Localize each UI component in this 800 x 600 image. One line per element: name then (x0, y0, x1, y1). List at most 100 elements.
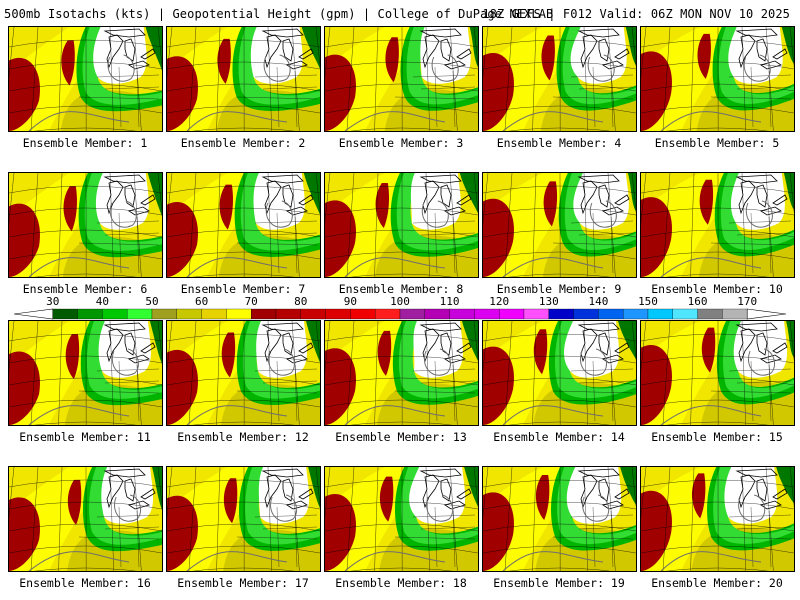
isotach-colorbar: 30 40 50 60 70 80 90 100 110 120 130 140 150 160 170 (14, 296, 786, 320)
colorbar-tick-label: 160 (687, 295, 708, 308)
colorbar-tick-label: 100 (390, 295, 410, 308)
colorbar-swatches (14, 308, 786, 320)
wind-speed-map (641, 27, 794, 131)
ensemble-member-caption: Ensemble Member: 4 (496, 136, 622, 150)
ensemble-member-caption: Ensemble Member: 14 (493, 430, 625, 444)
ensemble-member-caption: Ensemble Member: 1 (22, 136, 148, 150)
colorbar-tick-label: 130 (538, 295, 559, 308)
ensemble-member-caption: Ensemble Member: 13 (335, 430, 467, 444)
colorbar-bin (474, 308, 500, 320)
colorbar-bin (499, 308, 525, 320)
wind-speed-map (641, 467, 794, 571)
colorbar-bin (375, 308, 401, 320)
colorbar-bin (52, 308, 78, 320)
ensemble-map-panel (166, 172, 321, 278)
header-run-info: 18Z GEFS | F012 Valid: 06Z MON NOV 10 20… (482, 7, 790, 21)
ensemble-map-panel (640, 172, 795, 278)
colorbar-tick-label: 170 (737, 295, 758, 308)
colorbar-bin (350, 308, 376, 320)
ensemble-map-panel (8, 320, 163, 426)
ensemble-member-caption: Ensemble Member: 6 (22, 282, 148, 296)
wind-speed-map (9, 173, 162, 277)
ensemble-map-panel (640, 26, 795, 132)
ensemble-map-panel (640, 466, 795, 572)
ensemble-member-caption: Ensemble Member: 7 (180, 282, 306, 296)
colorbar-min-arrow (14, 308, 54, 320)
wind-speed-map (325, 27, 478, 131)
colorbar-tick-label: 140 (588, 295, 609, 308)
colorbar-max-arrow (746, 308, 786, 320)
colorbar-tick-label: 50 (145, 295, 159, 308)
ensemble-member-caption: Ensemble Member: 10 (651, 282, 783, 296)
wind-speed-map (167, 467, 320, 571)
wind-speed-map (641, 321, 794, 425)
figure-header: 500mb Isotachs (kts) | Geopotential Heig… (4, 5, 796, 23)
colorbar-bin (102, 308, 128, 320)
colorbar-bin (449, 308, 475, 320)
wind-speed-map (167, 173, 320, 277)
wind-speed-map (9, 27, 162, 131)
ensemble-member-caption: Ensemble Member: 12 (177, 430, 309, 444)
colorbar-tick-label: 70 (244, 295, 258, 308)
ensemble-map-panel (166, 26, 321, 132)
header-title: 500mb Isotachs (kts) | Geopotential Heig… (4, 7, 554, 21)
ensemble-map-panel (482, 320, 637, 426)
ensemble-map-panel (8, 172, 163, 278)
colorbar-bin (77, 308, 103, 320)
ensemble-member-caption: Ensemble Member: 20 (651, 576, 783, 590)
ensemble-member-caption: Ensemble Member: 3 (338, 136, 464, 150)
ensemble-member-caption: Ensemble Member: 19 (493, 576, 625, 590)
ensemble-map-panel (166, 466, 321, 572)
colorbar-bin (697, 308, 723, 320)
colorbar-bin (201, 308, 227, 320)
wind-speed-map (483, 173, 636, 277)
ensemble-map-panel (324, 466, 479, 572)
ensemble-map-panel (166, 320, 321, 426)
wind-speed-map (9, 467, 162, 571)
colorbar-tick-label: 80 (294, 295, 308, 308)
colorbar-bin (325, 308, 351, 320)
ensemble-member-caption: Ensemble Member: 11 (19, 430, 151, 444)
colorbar-bin (573, 308, 599, 320)
wind-speed-map (641, 173, 794, 277)
colorbar-bin (300, 308, 326, 320)
colorbar-tick-label: 90 (343, 295, 358, 308)
wind-speed-map (167, 321, 320, 425)
colorbar-tick-label: 120 (489, 295, 510, 308)
wind-speed-map (9, 321, 162, 425)
ensemble-map-panel (8, 466, 163, 572)
ensemble-member-caption: Ensemble Member: 15 (651, 430, 783, 444)
ensemble-map-panel (324, 172, 479, 278)
colorbar-bin (275, 308, 301, 320)
colorbar-tick-label: 60 (194, 295, 209, 308)
wind-speed-map (325, 467, 478, 571)
colorbar-bin (424, 308, 450, 320)
colorbar-bin (647, 308, 673, 320)
ensemble-map-panel (482, 172, 637, 278)
wind-speed-map (325, 321, 478, 425)
wind-speed-map (483, 27, 636, 131)
ensemble-map-panel (324, 320, 479, 426)
colorbar-bin (523, 308, 549, 320)
colorbar-bin (722, 308, 748, 320)
colorbar-labels: 30 40 50 60 70 80 90 100 110 120 130 140 150 160 170 (14, 296, 786, 308)
colorbar-bin (226, 308, 252, 320)
colorbar-bin (176, 308, 202, 320)
wind-speed-map (483, 321, 636, 425)
ensemble-member-caption: Ensemble Member: 8 (338, 282, 464, 296)
colorbar-tick-label: 150 (638, 295, 658, 308)
wind-speed-map (325, 173, 478, 277)
ensemble-map-panel (324, 26, 479, 132)
ensemble-map-panel (482, 26, 637, 132)
ensemble-member-caption: Ensemble Member: 9 (496, 282, 622, 296)
wind-speed-map (483, 467, 636, 571)
colorbar-bin (127, 308, 153, 320)
wind-speed-map (167, 27, 320, 131)
ensemble-member-caption: Ensemble Member: 5 (654, 136, 780, 150)
ensemble-map-panel (640, 320, 795, 426)
colorbar-bin (399, 308, 425, 320)
ensemble-map-panel (482, 466, 637, 572)
colorbar-bin (251, 308, 277, 320)
colorbar-tick-label: 110 (439, 295, 460, 308)
ensemble-member-caption: Ensemble Member: 18 (335, 576, 467, 590)
